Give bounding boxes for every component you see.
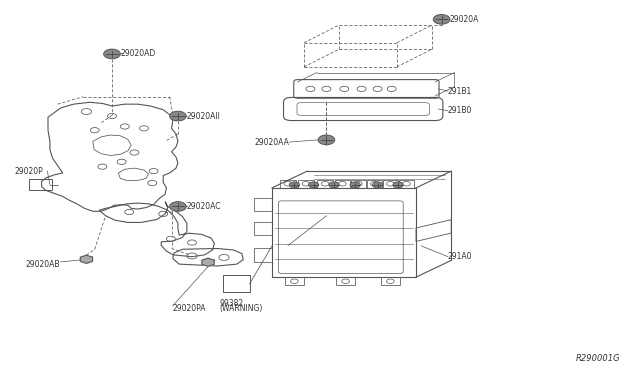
Text: 29020P: 29020P: [14, 167, 43, 176]
Text: 29020AC: 29020AC: [187, 202, 221, 211]
Text: 29020PA: 29020PA: [173, 304, 206, 312]
Circle shape: [104, 49, 120, 59]
Text: R290001G: R290001G: [576, 355, 621, 363]
Circle shape: [170, 202, 186, 211]
Text: 291A0: 291A0: [448, 252, 472, 261]
Circle shape: [393, 182, 403, 188]
Circle shape: [308, 182, 319, 188]
Text: 99382: 99382: [220, 299, 244, 308]
Text: 29020AB: 29020AB: [26, 260, 60, 269]
Text: 29020AD: 29020AD: [120, 49, 156, 58]
Text: 291B0: 291B0: [448, 106, 472, 115]
Text: 291B1: 291B1: [448, 87, 472, 96]
Circle shape: [289, 182, 300, 188]
Polygon shape: [80, 255, 93, 263]
Text: 29020AA: 29020AA: [255, 138, 289, 147]
Text: 29020A: 29020A: [449, 15, 479, 24]
Text: (WARNING): (WARNING): [220, 304, 263, 313]
Circle shape: [372, 182, 383, 188]
Circle shape: [329, 182, 339, 188]
Polygon shape: [202, 258, 214, 266]
Circle shape: [433, 15, 450, 24]
Circle shape: [170, 111, 186, 121]
Text: 29020AII: 29020AII: [187, 112, 221, 121]
Circle shape: [350, 182, 360, 188]
Circle shape: [318, 135, 335, 145]
